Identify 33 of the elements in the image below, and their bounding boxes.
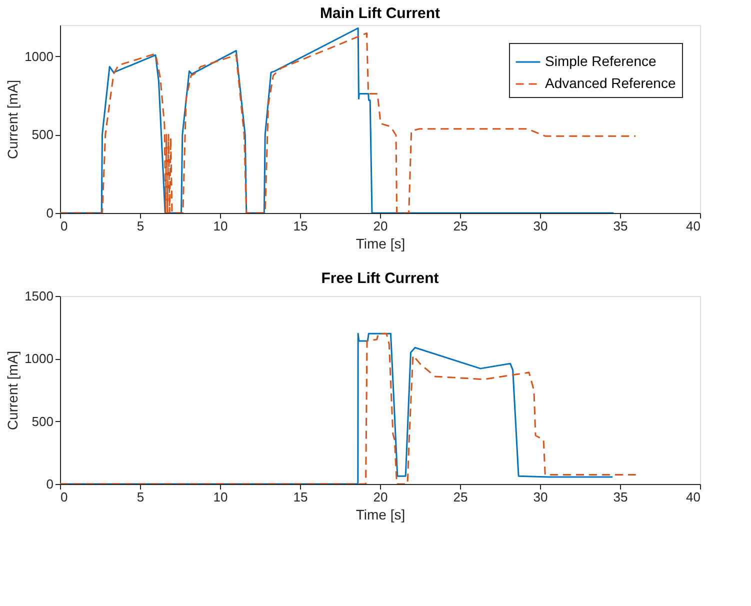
x-tick-label: 25 [453,218,468,234]
y-tick-label: 0 [46,476,54,492]
legend-label: Advanced Reference [545,75,676,91]
x-tick-label: 20 [373,218,388,234]
x-axis-title: Time [s] [356,506,406,522]
x-tick-label: 0 [60,490,68,504]
x-tick-label: 5 [136,218,144,234]
chart-title: Free Lift Current [321,270,439,287]
x-axis-title: Time [s] [356,236,406,252]
chart-title: Main Lift Current [320,5,440,22]
y-tick-label: 1000 [24,48,54,64]
y-axis-title: Current [mA] [4,350,21,430]
y-tick-label: 1000 [24,351,54,366]
x-tick-label: 35 [613,218,628,234]
x-tick-label: 15 [293,218,308,234]
x-tick-label: 30 [533,490,548,504]
y-tick-label: 0 [46,206,54,220]
x-tick-label: 40 [686,218,700,234]
y-tick-label: 500 [32,414,54,429]
y-axis-title: Current [mA] [4,80,21,160]
x-tick-label: 25 [453,490,468,504]
y-tick-label: 1500 [24,288,54,304]
x-tick-label: 35 [613,490,628,504]
x-tick-label: 5 [136,490,144,504]
x-tick-label: 10 [213,490,228,504]
legend-label: Simple Reference [545,53,656,69]
x-tick-label: 0 [60,218,68,234]
x-tick-label: 15 [293,490,308,504]
x-tick-label: 30 [533,218,548,234]
x-tick-label: 10 [213,218,228,234]
x-tick-label: 40 [686,490,700,504]
x-tick-label: 20 [373,490,388,504]
y-tick-label: 500 [32,127,54,142]
